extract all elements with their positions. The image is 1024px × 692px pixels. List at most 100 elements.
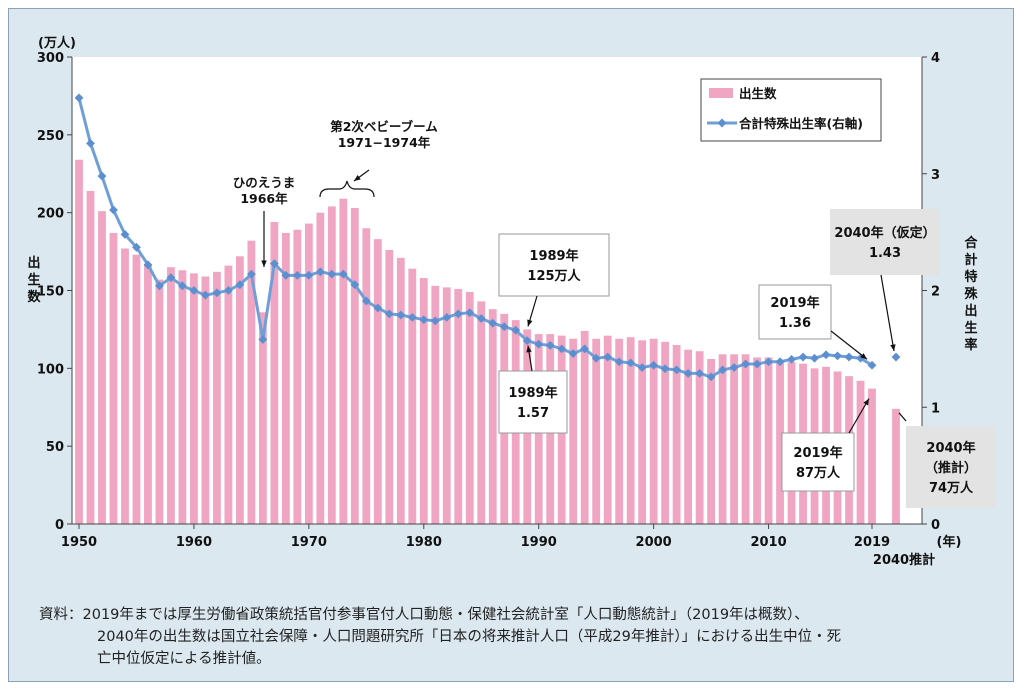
x-unit-label: (年) bbox=[937, 534, 962, 550]
x-tick-label: 1990 bbox=[521, 535, 557, 550]
tfr-point-2006 bbox=[718, 365, 727, 375]
legend-line-marker bbox=[717, 118, 727, 128]
bar-1957 bbox=[155, 279, 164, 524]
bar-1972 bbox=[327, 206, 336, 524]
bar-2003 bbox=[684, 349, 693, 524]
left-tick-label: 300 bbox=[37, 51, 64, 66]
r2040-text: 1.43 bbox=[869, 246, 901, 261]
bar-1993 bbox=[569, 338, 578, 524]
tfr-point-1950 bbox=[74, 93, 84, 103]
tfr-point-1964 bbox=[235, 280, 245, 290]
hinoeuma-text: ひのえうま bbox=[233, 175, 296, 190]
right-axis-label: 殊 bbox=[964, 287, 978, 302]
b2019-box bbox=[781, 432, 855, 492]
right-axis-label: 計 bbox=[964, 252, 977, 268]
bar-1978 bbox=[396, 257, 405, 524]
bar-1980 bbox=[419, 278, 428, 524]
tfr-point-2001 bbox=[660, 364, 670, 374]
right-tick-label: 0 bbox=[931, 518, 940, 533]
bar-1973 bbox=[339, 198, 348, 524]
figure-frame: 0 50 100 150 200 250 300 0 1 2 3 4 1950 1960 1970 1980 1… bbox=[8, 8, 1014, 682]
x-tick-label: 2000 bbox=[636, 535, 672, 550]
bar-2007 bbox=[730, 354, 738, 524]
b2040-box bbox=[906, 426, 996, 508]
b2019-arrow-head bbox=[863, 398, 869, 406]
tfr-point-1997 bbox=[614, 357, 624, 367]
tfr-point-1996 bbox=[603, 352, 613, 362]
bar-1974 bbox=[350, 207, 359, 524]
bar-2011 bbox=[776, 360, 784, 524]
tfr-point-1967 bbox=[269, 259, 279, 269]
r2019-text: 2019年 bbox=[770, 295, 819, 311]
r2019-arrow bbox=[830, 330, 868, 360]
r2040-arrow-head bbox=[890, 344, 896, 352]
bar-1960 bbox=[190, 273, 198, 524]
tfr-point-1992 bbox=[557, 344, 567, 354]
tfr-point-1968 bbox=[281, 270, 291, 280]
tfr-point-2011 bbox=[775, 357, 785, 367]
tfr-point-2016 bbox=[833, 351, 842, 361]
tfr-point-1965 bbox=[246, 269, 256, 279]
tfr-point-1975 bbox=[361, 296, 371, 306]
tfr-point-1957 bbox=[155, 281, 164, 291]
bar-2018 bbox=[856, 380, 865, 524]
tfr-point-1991 bbox=[545, 340, 555, 350]
tfr-point-1973 bbox=[338, 269, 348, 279]
tfr-point-1960 bbox=[189, 286, 199, 295]
tfr-point-1982 bbox=[442, 312, 452, 322]
tfr-point-1987 bbox=[499, 322, 509, 332]
legend-bar-swatch bbox=[709, 88, 733, 98]
bar-1970 bbox=[304, 223, 313, 524]
source-line-3: 亡中位仮定による推計値。 bbox=[97, 651, 271, 667]
tfr-point-1985 bbox=[476, 314, 486, 323]
right-axis-label: 出 bbox=[964, 303, 977, 319]
bar-1983 bbox=[454, 288, 463, 524]
tfr-point-1998 bbox=[626, 358, 636, 368]
b2040-text: （推計） bbox=[925, 460, 977, 476]
bar-1962 bbox=[213, 271, 221, 524]
r1989-text: 1989年 bbox=[508, 385, 557, 401]
tfr-point-1976 bbox=[373, 303, 383, 313]
tfr-point-2012 bbox=[787, 354, 796, 364]
r1989-box bbox=[498, 370, 568, 434]
bar-1999 bbox=[638, 340, 647, 524]
left-axis-label: 数 bbox=[27, 289, 41, 305]
bar-1968 bbox=[281, 232, 290, 525]
left-axis-label: 出 bbox=[27, 255, 40, 271]
bar-1952 bbox=[98, 211, 106, 525]
left-tick-label: 0 bbox=[55, 518, 64, 533]
tfr-point-1952 bbox=[97, 171, 107, 181]
left-unit-label: (万人) bbox=[38, 35, 76, 51]
bar-1955 bbox=[132, 254, 141, 525]
birth-chart: 0 50 100 150 200 250 300 0 1 2 3 4 1950 1960 1970 1980 1… bbox=[27, 35, 996, 568]
left-axis-label: 生 bbox=[27, 272, 40, 288]
tfr-point-1956 bbox=[143, 260, 153, 270]
tfr-point-1990 bbox=[534, 339, 544, 349]
x-tick-label: 2019 bbox=[854, 535, 890, 550]
bar-1986 bbox=[488, 309, 497, 524]
tfr-point-2004 bbox=[695, 368, 705, 378]
tfr-point-2009 bbox=[752, 359, 762, 369]
x-tick-label: 1970 bbox=[291, 535, 327, 550]
right-tick-label: 3 bbox=[931, 168, 940, 183]
babyboom-text: 第2次ベビーブーム bbox=[330, 119, 438, 134]
bar-1996 bbox=[603, 335, 612, 524]
tfr-point-1983 bbox=[453, 309, 463, 319]
bar-1967 bbox=[270, 222, 279, 525]
legend-line-label: 合計特殊出生率(右軸) bbox=[739, 116, 863, 131]
tfr-point-1980 bbox=[419, 315, 429, 325]
source-line-2: 2040年の出生数は国立社会保障・人口問題研究所「日本の将来推計人口（平成29年… bbox=[97, 629, 842, 645]
tfr-point-1984 bbox=[465, 308, 475, 318]
bar-1994 bbox=[580, 330, 589, 524]
bar-2010 bbox=[764, 357, 773, 524]
bar-2006 bbox=[718, 354, 727, 524]
r2040-box bbox=[830, 209, 940, 275]
babyboom-arrow-head bbox=[354, 174, 361, 181]
bar-1976 bbox=[373, 239, 382, 524]
bar-1964 bbox=[235, 256, 244, 524]
r2040-text: 2040年（仮定） bbox=[834, 225, 935, 241]
bar-1979 bbox=[408, 268, 417, 524]
tfr-point-2000 bbox=[649, 360, 659, 370]
tfr-point-1962 bbox=[212, 288, 222, 298]
tfr-point-2002 bbox=[672, 365, 682, 375]
